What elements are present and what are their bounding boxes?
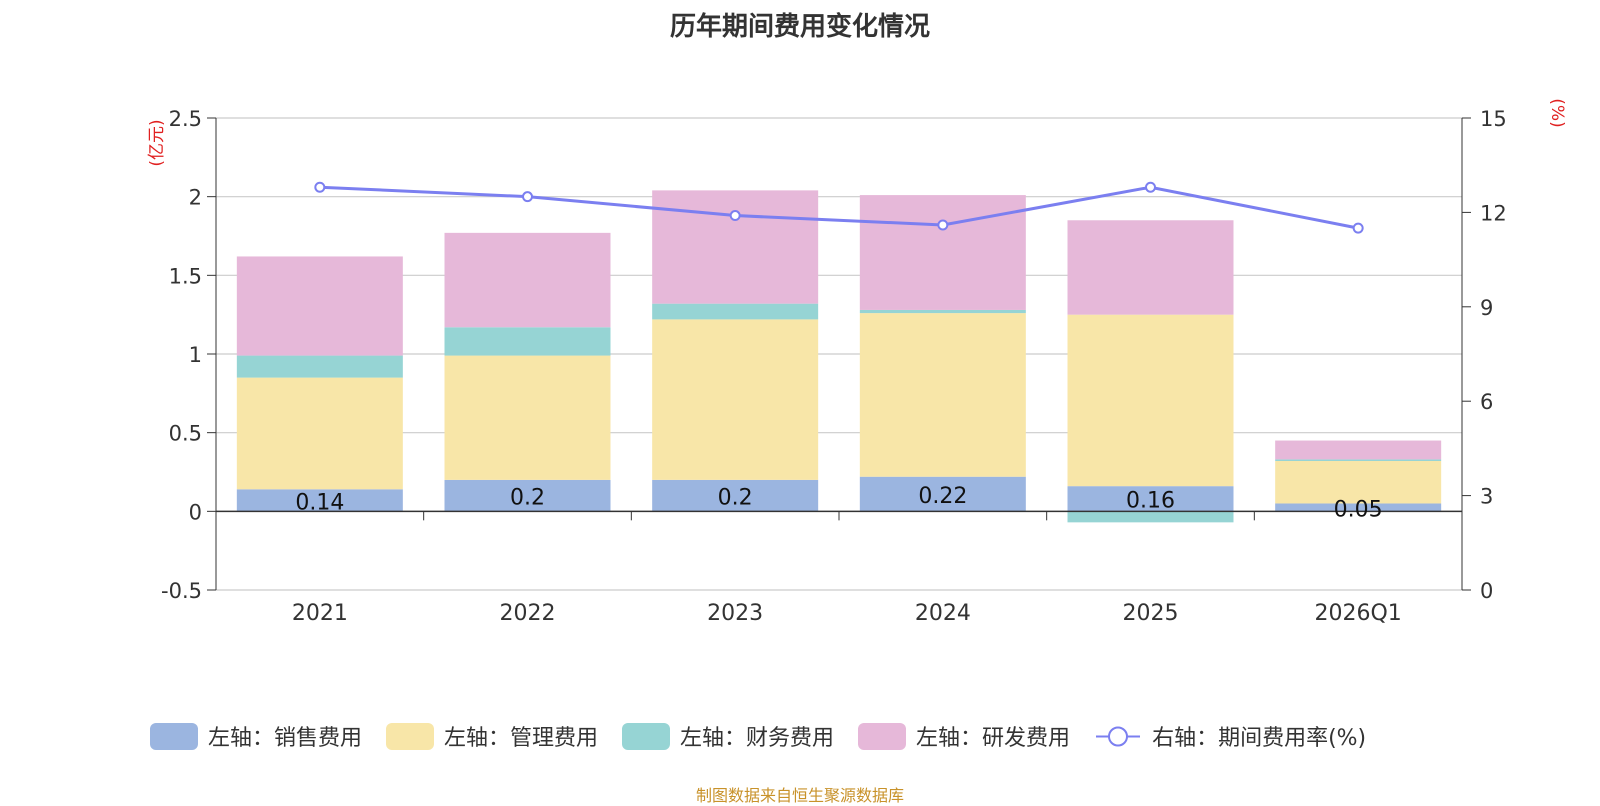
bar-sales-2023 (652, 479, 819, 512)
legend-line-icon (1096, 726, 1141, 746)
x-axis-label-2025: 2025 (1123, 601, 1179, 626)
bar-sales-2024 (859, 476, 1026, 512)
legend-label-finance: 左轴：财务费用 (680, 726, 835, 751)
expense-rate-point-2025 (1145, 181, 1156, 193)
left-axis-tick-label: 2 (189, 186, 202, 210)
legend-label-admin: 左轴：管理费用 (444, 726, 599, 751)
data-label-sales-2024: 0.22 (918, 484, 967, 509)
bar-sales-2026Q1 (1275, 503, 1442, 512)
legend-item-sales[interactable]: 左轴：销售费用 (150, 720, 362, 752)
legend: 左轴：销售费用 左轴：管理费用 左轴：财务费用 左轴：研发费用 右轴：期间费用率… (150, 720, 1390, 752)
expense-rate-point-2021 (314, 181, 326, 193)
bar-rnd-2023 (652, 190, 819, 304)
legend-label-expense-rate: 右轴：期间费用率(%) (1152, 726, 1367, 751)
expense-rate-point-2026Q1 (1352, 222, 1364, 234)
legend-item-expense-rate[interactable]: 右轴：期间费用率(%) (1094, 720, 1366, 752)
right-axis-tick-label: 6 (1480, 390, 1493, 414)
data-label-sales-2025: 0.16 (1126, 489, 1175, 514)
bar-finance-2022 (444, 327, 611, 356)
chart-title: 历年期间费用变化情况 (669, 12, 930, 42)
x-axis-label-2026Q1: 2026Q1 (1315, 601, 1402, 626)
expense-rate-point-2024 (937, 219, 949, 231)
x-axis-label-2021: 2021 (292, 601, 348, 626)
left-axis-tick-label: 0 (189, 500, 202, 524)
bar-finance-2021 (236, 355, 403, 378)
expense-rate-point-2022 (522, 191, 533, 203)
left-axis-tick-label: -0.5 (161, 579, 202, 603)
right-axis-tick-label: 15 (1480, 107, 1507, 131)
bar-admin-2023 (652, 319, 819, 480)
x-axis-label-2022: 2022 (500, 601, 556, 626)
x-axis-label-2024: 2024 (915, 601, 971, 626)
bar-admin-2025 (1067, 314, 1234, 487)
left-axis-tick-label: 1.5 (169, 264, 202, 288)
data-label-sales-2023: 0.2 (718, 486, 753, 511)
bar-rnd-2021 (236, 256, 403, 356)
bar-rnd-2026Q1 (1275, 440, 1442, 460)
legend-label-sales: 左轴：销售费用 (208, 726, 363, 751)
bar-finance-2026Q1 (1275, 459, 1442, 461)
bar-finance-2024 (859, 309, 1026, 314)
right-axis-tick-label: 3 (1480, 485, 1493, 509)
right-axis-tick-label: 0 (1480, 579, 1493, 603)
source-note: 制图数据来自恒生聚源数据库 (695, 786, 904, 805)
data-label-sales-2022: 0.2 (510, 486, 545, 511)
legend-swatch-sales (150, 722, 198, 750)
left-axis-unit-label: (亿元) (147, 119, 167, 166)
bar-admin-2024 (859, 313, 1026, 477)
bar-sales-2021 (236, 489, 403, 512)
data-label-sales-2021: 0.14 (295, 490, 344, 515)
bar-admin-2026Q1 (1275, 460, 1442, 504)
expense-rate-line (319, 185, 1359, 230)
x-axis-label-2023: 2023 (707, 601, 763, 626)
bar-rnd-2024 (859, 195, 1026, 310)
bar-admin-2021 (236, 377, 403, 490)
bar-sales-2022 (444, 479, 611, 512)
bar-rnd-2025 (1067, 220, 1234, 315)
right-axis-tick-label: 12 (1480, 201, 1507, 225)
legend-swatch-admin (386, 722, 435, 750)
data-label-sales-2026Q1: 0.05 (1334, 497, 1383, 522)
left-axis-tick-label: 2.5 (169, 107, 202, 131)
bar-admin-2022 (444, 355, 611, 480)
legend-swatch-finance (622, 722, 671, 750)
legend-label-rnd: 左轴：研发费用 (916, 726, 1071, 751)
bar-finance-2025 (1067, 511, 1234, 523)
right-axis-unit-label: (%) (1547, 98, 1567, 127)
right-axis-tick-label: 9 (1480, 296, 1493, 320)
legend-item-finance[interactable]: 左轴：财务费用 (622, 720, 834, 752)
bar-sales-2025 (1067, 486, 1234, 512)
expense-rate-point-2023 (729, 210, 741, 222)
legend-swatch-rnd (858, 722, 907, 750)
legend-item-rnd[interactable]: 左轴：研发费用 (858, 720, 1070, 752)
bar-finance-2023 (652, 303, 819, 320)
left-axis-tick-label: 1 (189, 343, 202, 367)
legend-item-admin[interactable]: 左轴：管理费用 (386, 720, 598, 752)
left-axis-tick-label: 0.5 (169, 422, 202, 446)
bar-rnd-2022 (444, 232, 611, 328)
